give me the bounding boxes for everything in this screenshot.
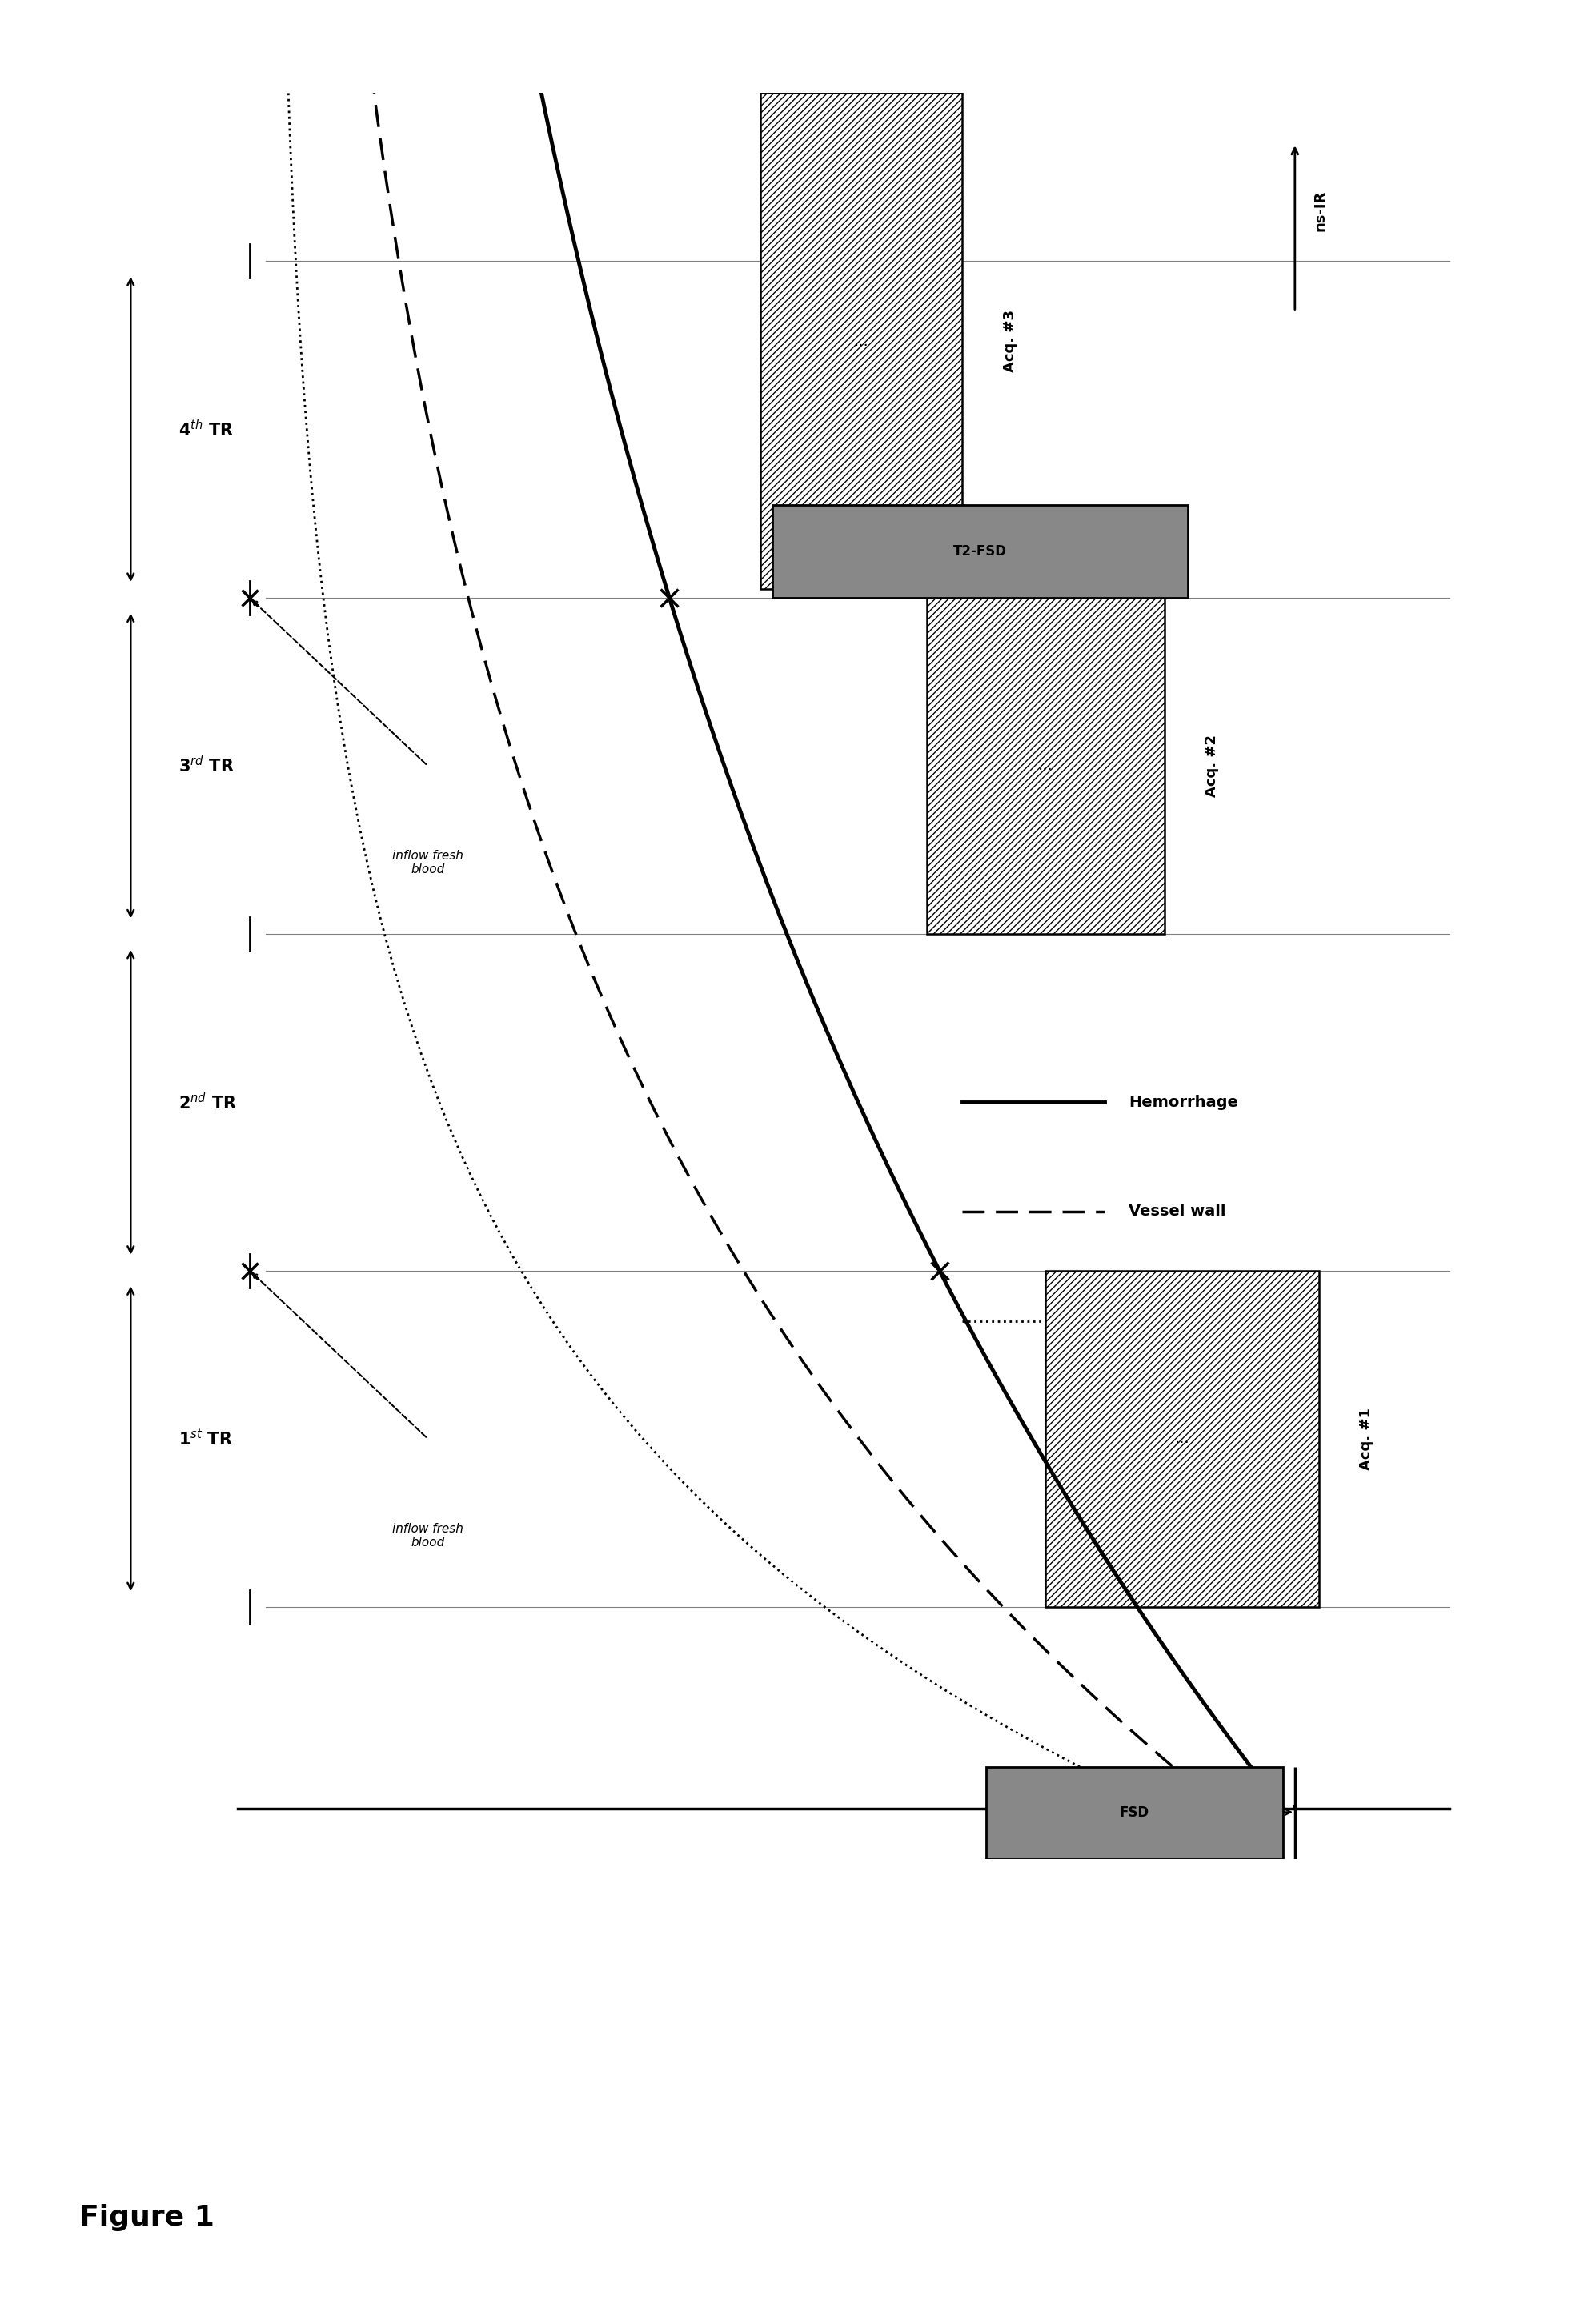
Text: Acq. #2: Acq. #2	[1204, 734, 1220, 797]
Bar	[985, 1766, 1283, 1859]
Text: ...: ...	[1175, 1432, 1190, 1446]
Text: ns-IR: ns-IR	[1313, 191, 1327, 230]
Text: 3$^{rd}$ TR: 3$^{rd}$ TR	[179, 755, 234, 776]
Text: Acq. #3: Acq. #3	[1003, 309, 1017, 372]
Text: Blood: Blood	[1128, 1313, 1178, 1329]
Bar	[760, 93, 961, 590]
Bar	[1045, 1271, 1318, 1606]
Text: inflow fresh
blood: inflow fresh blood	[393, 1522, 463, 1548]
Text: FSD: FSD	[1120, 1806, 1150, 1820]
Text: ns-IR: ns-IR	[1236, 1836, 1277, 1850]
Bar	[927, 597, 1164, 934]
Text: Figure 1: Figure 1	[79, 2203, 214, 2231]
Text: ...: ...	[854, 332, 868, 349]
Text: 1$^{st}$ TR: 1$^{st}$ TR	[179, 1429, 233, 1448]
Text: ...: ...	[1038, 758, 1053, 774]
Text: Hemorrhage: Hemorrhage	[1128, 1095, 1239, 1111]
Text: Delay Time: Delay Time	[1102, 1771, 1178, 1783]
Text: 4$^{th}$ TR: 4$^{th}$ TR	[179, 418, 234, 439]
Text: inflow fresh
blood: inflow fresh blood	[393, 851, 463, 876]
Text: T2-FSD: T2-FSD	[954, 544, 1007, 558]
Text: Vessel wall: Vessel wall	[1128, 1204, 1226, 1220]
Text: Acq. #1: Acq. #1	[1359, 1408, 1373, 1469]
Text: ns-IR: ns-IR	[1231, 1776, 1272, 1792]
Bar	[773, 504, 1188, 597]
Text: 2$^{nd}$ TR: 2$^{nd}$ TR	[179, 1092, 236, 1113]
